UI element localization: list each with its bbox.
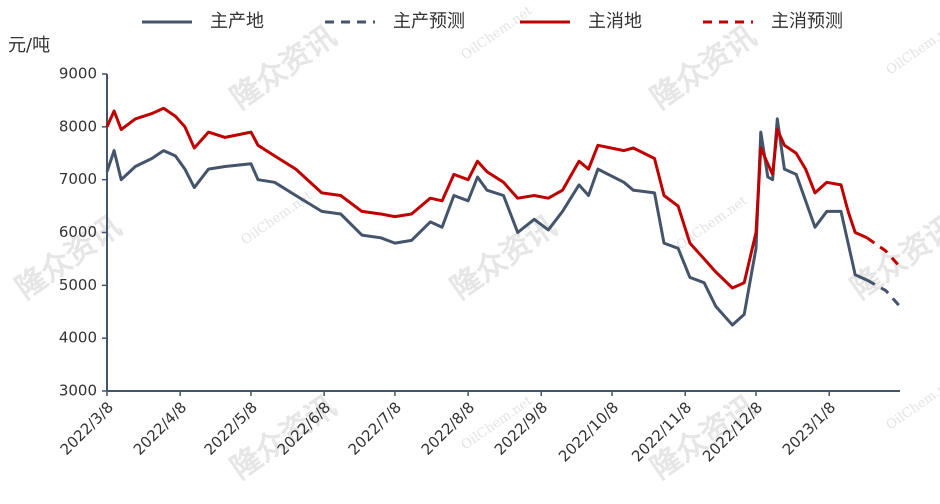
watermark: 隆众资讯 xyxy=(445,209,563,306)
x-tick-label: 2023/1/8 xyxy=(779,398,839,458)
legend-label: 主产预测 xyxy=(393,11,465,32)
x-tick-label: 2022/10/8 xyxy=(555,398,622,465)
y-tick-label: 4000 xyxy=(59,329,97,347)
x-tick-label: 2022/3/8 xyxy=(57,398,117,458)
legend-label: 主产地 xyxy=(210,11,264,32)
watermark: OilChem.net xyxy=(674,193,751,253)
y-tick-label: 6000 xyxy=(59,223,97,241)
y-tick-label: 3000 xyxy=(59,382,97,400)
legend-label: 主消地 xyxy=(588,11,642,32)
series-line xyxy=(866,278,902,308)
series-line xyxy=(105,106,868,290)
watermark: 隆众资讯 xyxy=(645,19,763,116)
watermark: 隆众资讯 xyxy=(225,19,343,116)
legend-label: 主消预测 xyxy=(771,11,843,32)
y-tick-label: 8000 xyxy=(59,117,97,135)
x-tick-label: 2022/7/8 xyxy=(345,398,405,458)
series-line xyxy=(866,236,902,268)
watermark: OilChem.net xyxy=(884,373,940,433)
watermark: OilChem.net xyxy=(884,18,940,78)
x-tick-label: 2022/4/8 xyxy=(130,398,190,458)
watermark: OilChem.net xyxy=(459,3,536,63)
series-line xyxy=(105,117,868,327)
y-tick-label: 7000 xyxy=(59,170,97,188)
watermark: OilChem.net xyxy=(239,188,316,248)
y-unit: 元/吨 xyxy=(8,35,50,56)
y-tick-label: 5000 xyxy=(59,276,97,294)
y-tick-label: 9000 xyxy=(59,65,97,83)
